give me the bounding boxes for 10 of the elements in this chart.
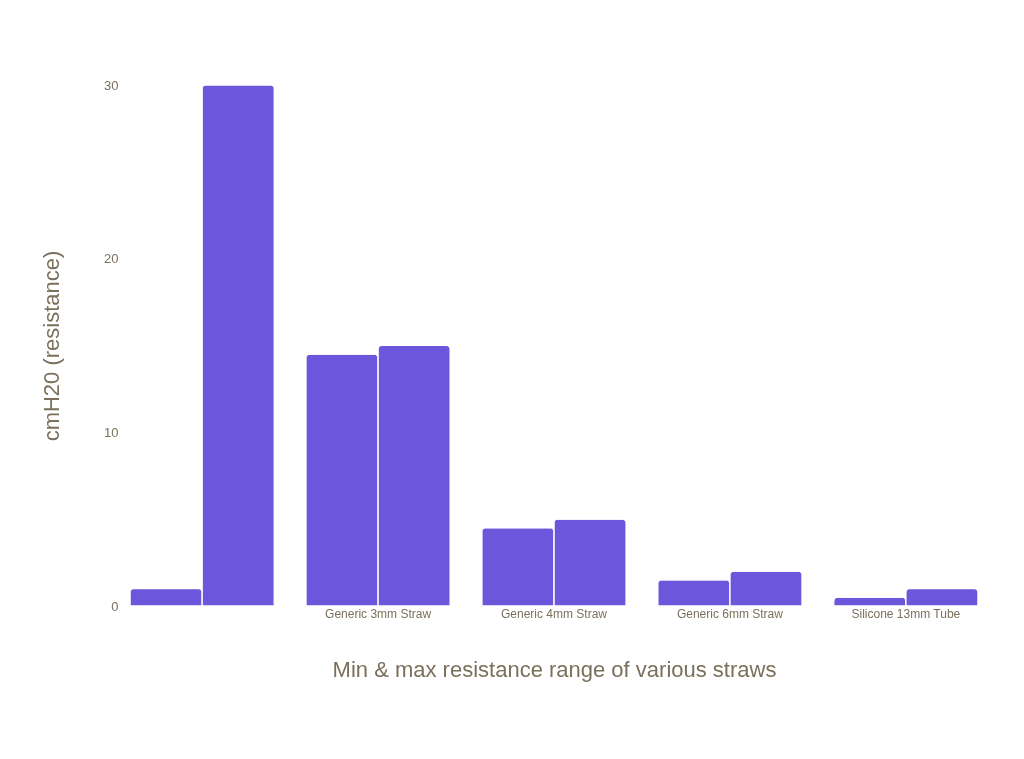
x-tick-label: Silicone 13mm Tube bbox=[851, 606, 961, 621]
y-tick-label: 20 bbox=[104, 251, 119, 267]
x-axis-title: Min & max resistance range of various straws bbox=[332, 656, 777, 682]
x-tick-label: Generic 6mm Straw bbox=[676, 606, 784, 621]
x-tick-label: Generic 3mm Straw bbox=[325, 606, 432, 621]
y-axis-title: cmH20 (resistance) bbox=[39, 250, 65, 442]
y-tick-label: 0 bbox=[111, 598, 119, 614]
x-tick-label: Generic 4mm Straw bbox=[500, 606, 608, 621]
y-tick-label: 10 bbox=[104, 424, 119, 440]
y-tick-label: 30 bbox=[104, 77, 119, 93]
